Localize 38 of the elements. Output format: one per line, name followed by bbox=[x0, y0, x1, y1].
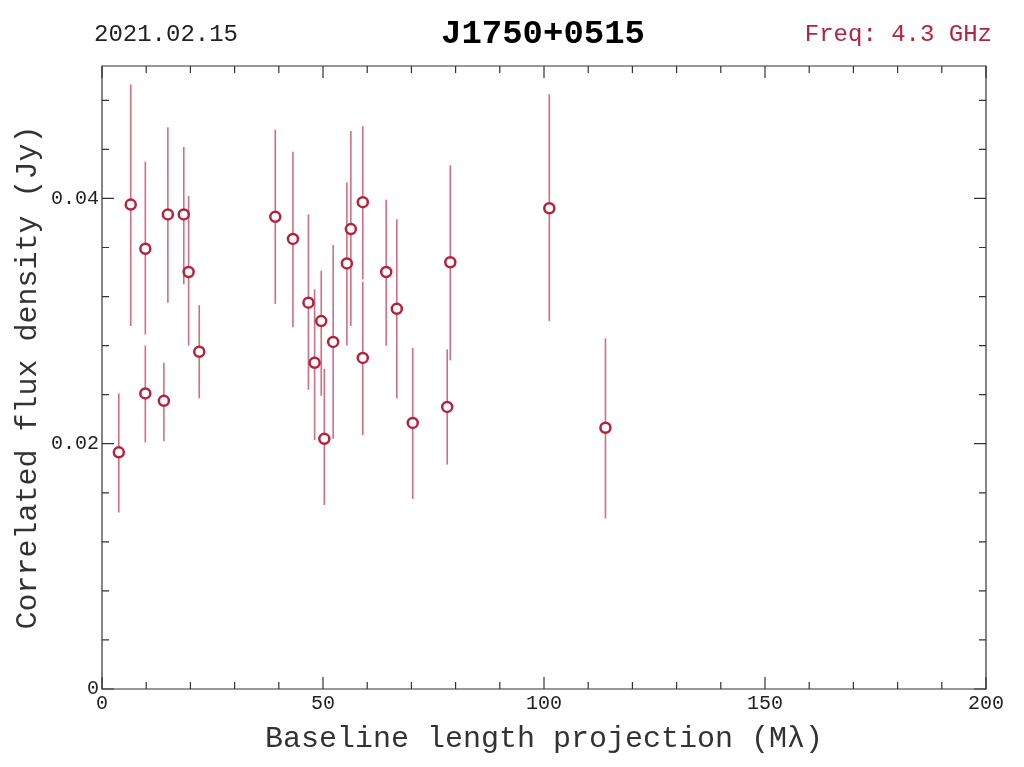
point bbox=[318, 432, 331, 446]
point bbox=[112, 446, 126, 459]
point bbox=[124, 198, 137, 211]
chart-title: J1750+0515 bbox=[440, 15, 646, 53]
point bbox=[286, 232, 300, 246]
point bbox=[543, 202, 556, 215]
point bbox=[444, 255, 457, 269]
point bbox=[599, 421, 612, 435]
point bbox=[379, 265, 393, 279]
point bbox=[182, 265, 195, 279]
point bbox=[406, 416, 419, 430]
point bbox=[302, 296, 315, 309]
y-tick-label: 0.02 bbox=[50, 432, 100, 456]
chart-subtitle: 2021.02.15 bbox=[94, 20, 240, 48]
point bbox=[193, 345, 206, 358]
y-axis-title: Correlated flux density (Jy) bbox=[10, 125, 45, 630]
point bbox=[308, 356, 321, 370]
point bbox=[344, 222, 358, 236]
point bbox=[326, 335, 340, 349]
point bbox=[139, 242, 152, 255]
y-tick-label: 0.04 bbox=[50, 186, 100, 210]
point bbox=[177, 208, 191, 221]
point bbox=[356, 351, 370, 365]
point bbox=[314, 314, 328, 328]
point bbox=[139, 387, 152, 400]
point bbox=[269, 210, 282, 224]
point bbox=[161, 208, 175, 221]
x-tick-label: 100 bbox=[526, 692, 563, 716]
point bbox=[356, 195, 370, 209]
point bbox=[340, 257, 354, 270]
point bbox=[157, 394, 171, 408]
x-tick-label: 150 bbox=[746, 692, 784, 716]
point bbox=[390, 302, 404, 316]
x-axis-title: Baseline length projection (Mλ) bbox=[264, 721, 824, 756]
text: Freq: 4.3 GHz bbox=[804, 20, 993, 48]
x-tick-label: 200 bbox=[967, 692, 1005, 716]
point bbox=[440, 400, 454, 414]
x-tick-label: 50 bbox=[311, 692, 336, 716]
